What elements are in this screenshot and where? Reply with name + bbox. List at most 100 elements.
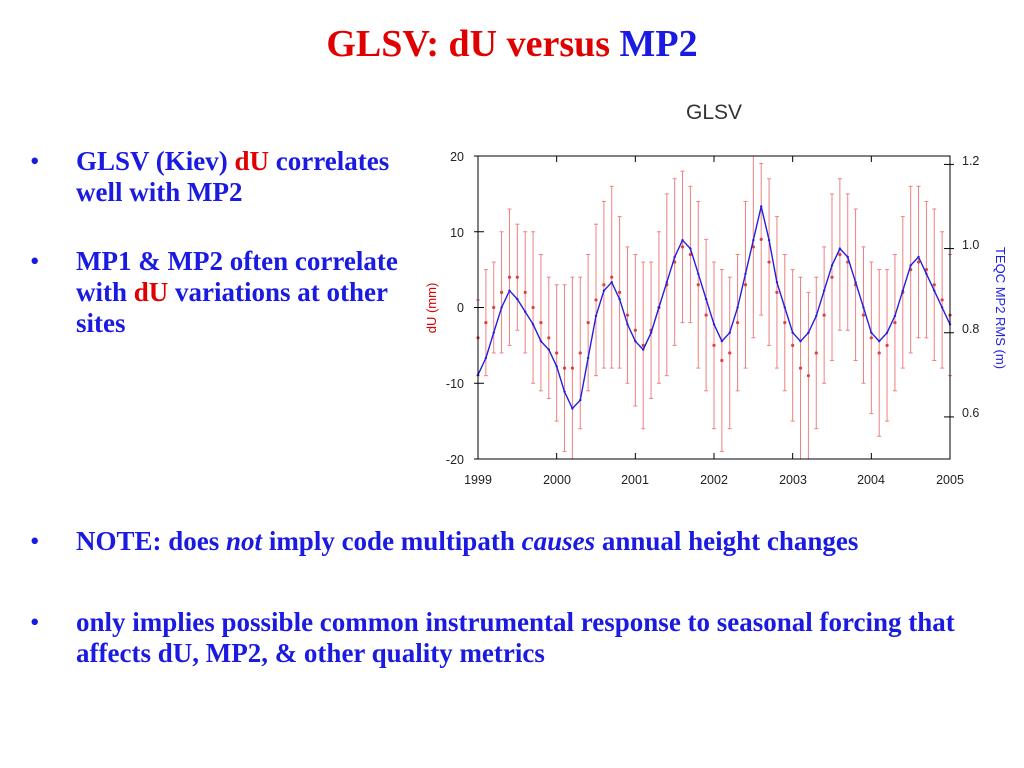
mp2-point (618, 297, 621, 301)
du-point (885, 343, 889, 347)
mp2-point (508, 289, 511, 292)
mp2-point (484, 356, 488, 360)
du-point (861, 313, 866, 317)
du-point (539, 321, 543, 325)
bullet-item: • MP1 & MP2 often correlate with dU vari… (28, 246, 428, 339)
du-point (712, 343, 716, 347)
du-point (806, 374, 810, 378)
mp2-point (579, 398, 582, 402)
mp2-point (500, 306, 503, 309)
mp2-point (830, 264, 834, 267)
mp2-point (516, 297, 519, 301)
du-point (500, 290, 504, 294)
mp2-line-group (476, 205, 952, 410)
mp2-point (555, 365, 558, 368)
mp2-point (885, 331, 889, 334)
du-point (704, 313, 708, 317)
mp2-point (760, 205, 763, 208)
du-point (688, 252, 692, 257)
mp2-point (901, 289, 904, 292)
note-text-not: not (226, 526, 263, 556)
y-tick-label: 10 (450, 226, 464, 240)
mp2-point (649, 331, 653, 334)
mp2-point (531, 323, 535, 326)
du-point (562, 366, 567, 370)
mp2-point (736, 306, 739, 309)
du-point (940, 298, 944, 302)
du-point (932, 283, 936, 287)
bullet-text-highlight: dU (234, 146, 270, 176)
bullet-list-bottom: • NOTE: does not imply code multipath ca… (28, 526, 998, 719)
mp2-point (846, 255, 849, 259)
mp2-point (822, 289, 826, 292)
y-axis-label: dU (mm) (424, 283, 439, 334)
mp2-point (744, 272, 747, 276)
title-part2: MP2 (610, 23, 698, 65)
du-point (594, 298, 598, 302)
x-tick-label: 2000 (543, 473, 571, 487)
bullet-text: only implies possible common instrumenta… (76, 607, 955, 668)
mp2-point (791, 331, 794, 334)
du-point (680, 245, 685, 249)
du-point (555, 351, 559, 355)
mp2-point (563, 390, 566, 393)
mp2-point (610, 281, 613, 284)
du-point (602, 283, 606, 287)
mp2-point (665, 281, 668, 284)
bullet-item: • GLSV (Kiev) dU correlates well with MP… (28, 146, 428, 208)
bullet-glyph: • (30, 526, 40, 556)
note-text-e: annual height changes (595, 526, 859, 556)
mp2-point (854, 281, 857, 284)
bullet-glyph: • (30, 146, 40, 176)
mp2-point (657, 306, 661, 309)
du-point (720, 358, 724, 363)
bullet-glyph: • (30, 246, 40, 276)
note-text-c: imply code multipath (262, 526, 522, 556)
y2-tick-label: 1.2 (962, 154, 979, 168)
title-part1: GLSV: dU versus (326, 23, 611, 65)
mp2-point (838, 247, 842, 250)
du-point (531, 305, 535, 310)
du-point (783, 321, 787, 325)
du-point (618, 290, 622, 294)
du-point (641, 343, 645, 347)
bullet-text-suffix: variations at other sites (76, 277, 388, 338)
glsv-chart: GLSV dU (mm) TEQC MP2 RMS (m) 1999 2000 … (424, 101, 1008, 487)
du-point (838, 252, 842, 257)
mp2-point (602, 289, 606, 292)
bullet-text-prefix: MP1 & MP2 often correlate with (76, 246, 398, 307)
du-point (625, 313, 630, 317)
y2-axis-label: TEQC MP2 RMS (m) (993, 247, 1008, 369)
x-tick-label: 2002 (700, 473, 728, 487)
mp2-point (539, 339, 543, 343)
du-point (728, 351, 732, 355)
du-points-group (476, 237, 952, 378)
du-point (547, 336, 551, 340)
mp2-point (704, 297, 708, 301)
du-point (893, 321, 897, 325)
x-tick-label: 1999 (464, 473, 492, 487)
du-point (578, 351, 582, 355)
bullet-text-prefix: GLSV (Kiev) (76, 146, 235, 176)
du-point (759, 237, 763, 241)
du-point (743, 283, 748, 287)
du-point (586, 321, 590, 325)
du-point (775, 290, 779, 294)
du-point (570, 366, 574, 370)
bullet-text-suffix: correlates well with MP2 (76, 146, 390, 207)
du-point (515, 275, 519, 279)
slide-title: GLSV: dU versus MP2 (0, 22, 1024, 66)
chart-title: GLSV (686, 101, 742, 124)
bullet-item: • NOTE: does not imply code multipath ca… (28, 526, 998, 557)
bullet-list-top: • GLSV (Kiev) dU correlates well with MP… (28, 146, 428, 377)
mp2-point (775, 281, 779, 284)
du-point (877, 351, 881, 355)
mp2-point (697, 272, 700, 276)
mp2-point (634, 339, 637, 343)
du-point (869, 336, 873, 340)
mp2-point (571, 407, 574, 410)
du-point (633, 328, 637, 332)
error-bars-group (476, 155, 952, 460)
du-point (507, 275, 512, 279)
bullet-text-highlight: dU (133, 277, 169, 307)
